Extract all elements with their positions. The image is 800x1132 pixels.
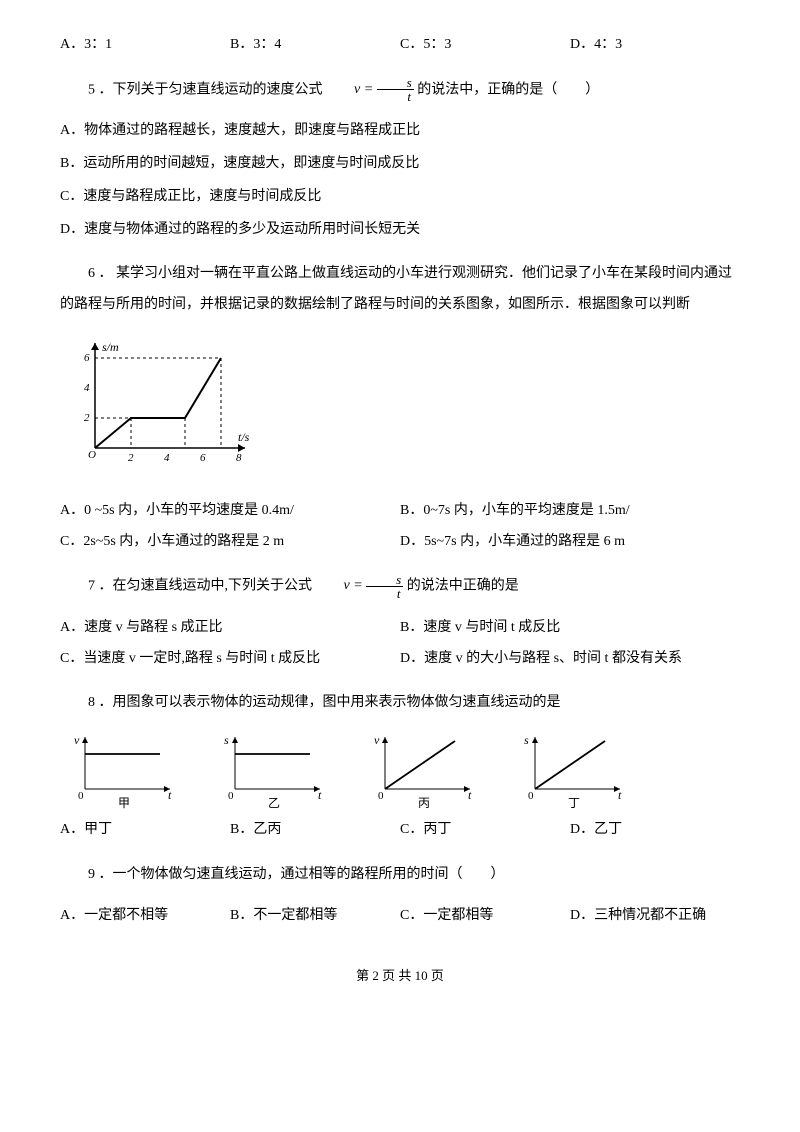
formula-v-eq-s-over-t-2: v = st [316,571,404,602]
q4-opt-c: C．5：3 [400,30,570,61]
q8-graph-1: v t 0 甲 [70,729,180,809]
q7-opt-a: A．速度 v 与路程 s 成正比 [60,613,400,644]
q6-row2: C．2s~5s 内，小车通过的路程是 2 m D．5s~7s 内，小车通过的路程… [60,527,740,558]
q6-opt-c: C．2s~5s 内，小车通过的路程是 2 m [60,527,400,558]
q7-opt-d: D．速度 v 的大小与路程 s、时间 t 都没有关系 [400,644,740,675]
svg-text:t: t [618,788,622,802]
svg-text:4: 4 [164,452,170,464]
svg-text:v: v [374,733,380,747]
q7-row2: C．当速度 v 一定时,路程 s 与时间 t 成反比 D．速度 v 的大小与路程… [60,644,740,675]
q8-graph-2: s t 0 乙 [220,729,330,809]
q5-opt-b: B．运动所用的时间越短，速度越大，即速度与时间成反比 [60,149,740,180]
q5-stem-pre: 5 ．下列关于匀速直线运动的速度公式 [88,82,323,97]
q9-opt-c: C．一定都相等 [400,901,570,932]
q9-opt-d: D．三种情况都不正确 [570,901,740,932]
q6-row1: A．0 ~5s 内，小车的平均速度是 0.4m/ B．0~7s 内，小车的平均速… [60,496,740,527]
formula-v-eq-s-over-t: v = st [326,75,414,106]
svg-text:2: 2 [128,452,134,464]
q7-opt-b: B．速度 v 与时间 t 成反比 [400,613,740,644]
svg-text:6: 6 [200,452,206,464]
svg-text:4: 4 [84,382,90,394]
q7-stem-post: 的说法中正确的是 [407,579,519,594]
svg-text:8: 8 [236,452,242,464]
q4-opt-b: B．3：4 [230,30,400,61]
svg-text:6: 6 [84,352,90,364]
q7-stem-pre: 7 ．在匀速直线运动中,下列关于公式 [88,579,312,594]
q6-graph-svg: 2 4 6 2 4 6 8 O s/m t/s [60,333,260,473]
svg-text:2: 2 [84,412,90,424]
q6-opt-d: D．5s~7s 内，小车通过的路程是 6 m [400,527,740,558]
q6-opt-a: A．0 ~5s 内，小车的平均速度是 0.4m/ [60,496,400,527]
q7-opt-c: C．当速度 v 一定时,路程 s 与时间 t 成反比 [60,644,400,675]
q8-opt-c: C．丙丁 [400,815,570,846]
q4-opt-d: D．4：3 [570,30,740,61]
svg-text:t/s: t/s [238,430,250,444]
q5-opt-d: D．速度与物体通过的路程的多少及运动所用时间长短无关 [60,215,740,246]
svg-text:O: O [88,449,96,461]
q8-graph-4: s t 0 丁 [520,729,630,809]
q9-opt-b: B．不一定都相等 [230,901,400,932]
q5-opt-a: A．物体通过的路程越长，速度越大，即速度与路程成正比 [60,116,740,147]
svg-text:s: s [524,733,529,747]
svg-text:0: 0 [78,790,84,802]
q5-opt-c: C．速度与路程成正比，速度与时间成反比 [60,182,740,213]
q5-stem: 5 ．下列关于匀速直线运动的速度公式 v = st 的说法中，正确的是（ ） [60,75,740,106]
q7-stem: 7 ．在匀速直线运动中,下列关于公式 v = st 的说法中正确的是 [60,571,740,602]
q8-stem: 8 ．用图象可以表示物体的运动规律，图中用来表示物体做匀速直线运动的是 [60,688,740,719]
q8-opt-d: D．乙丁 [570,815,740,846]
q4-options: A．3：1 B．3：4 C．5：3 D．4：3 [60,30,740,61]
q4-opt-a: A．3：1 [60,30,230,61]
svg-text:0: 0 [378,790,384,802]
svg-text:甲: 甲 [118,796,130,809]
svg-text:t: t [468,788,472,802]
q5-stem-post: 的说法中，正确的是（ ） [417,82,599,97]
page-content: A．3：1 B．3：4 C．5：3 D．4：3 5 ．下列关于匀速直线运动的速度… [0,0,800,1010]
q8-graph-3: v t 0 丙 [370,729,480,809]
q8-opt-a: A．甲丁 [60,815,230,846]
svg-text:t: t [168,788,172,802]
page-footer: 第 2 页 共 10 页 [60,962,740,991]
q9-stem: 9 ．一个物体做匀速直线运动，通过相等的路程所用的时间（ ） [60,860,740,891]
q6-graph: 2 4 6 2 4 6 8 O s/m t/s [60,333,740,486]
svg-text:s: s [224,733,229,747]
q9-opt-a: A．一定都不相等 [60,901,230,932]
svg-text:乙: 乙 [268,796,280,809]
svg-text:丙: 丙 [418,796,430,809]
q9-options: A．一定都不相等 B．不一定都相等 C．一定都相等 D．三种情况都不正确 [60,901,740,932]
svg-text:v: v [74,733,80,747]
svg-text:0: 0 [528,790,534,802]
q6-opt-b: B．0~7s 内，小车的平均速度是 1.5m/ [400,496,740,527]
svg-text:s/m: s/m [102,340,119,354]
svg-text:0: 0 [228,790,234,802]
q8-graphs: v t 0 甲 s t 0 乙 v t 0 丙 [70,729,740,809]
svg-text:t: t [318,788,322,802]
q8-opt-b: B．乙丙 [230,815,400,846]
q8-options: A．甲丁 B．乙丙 C．丙丁 D．乙丁 [60,815,740,846]
q6-stem: 6 ． 某学习小组对一辆在平直公路上做直线运动的小车进行观测研究．他们记录了小车… [60,259,740,321]
svg-text:丁: 丁 [568,796,580,809]
q7-row1: A．速度 v 与路程 s 成正比 B．速度 v 与时间 t 成反比 [60,613,740,644]
